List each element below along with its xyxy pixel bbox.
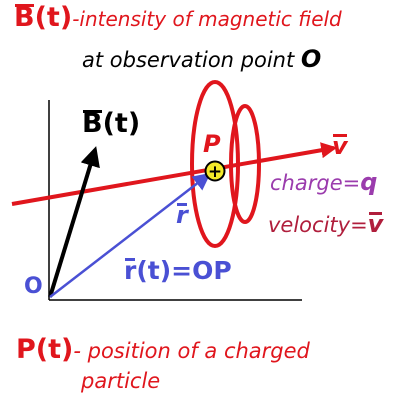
- charge-text: charge=: [270, 171, 361, 195]
- b-symbol: B: [14, 2, 35, 33]
- charge-label: charge=q: [270, 168, 377, 196]
- trajectory-line: [11, 142, 338, 206]
- header-line-1: B(t)-intensity of magnetic field: [14, 2, 342, 33]
- r-full-rest: (t)=OP: [136, 256, 232, 285]
- v-label: v: [332, 132, 348, 160]
- b-vector-arg: (t): [102, 108, 141, 139]
- r-full-symbol: r: [124, 256, 137, 285]
- charge-marker: +: [204, 160, 226, 182]
- r-short-symbol: r: [176, 201, 188, 229]
- velocity-symbol: v: [367, 210, 384, 238]
- footer-line-2: particle: [81, 369, 161, 393]
- b-arg: (t): [34, 2, 73, 33]
- r-short-label: r: [176, 201, 188, 229]
- footer-description: - position of a charged: [73, 339, 310, 363]
- b-vector-arrow: [48, 146, 100, 298]
- b-vector-label: B(t): [82, 108, 140, 139]
- header-point-o: O: [300, 45, 322, 73]
- r-vector-arrow: [49, 172, 211, 298]
- r-full-label: r(t)=OP: [124, 256, 232, 285]
- footer-line-1: P(t)- position of a charged: [16, 334, 310, 365]
- header-description: -intensity of magnetic field: [72, 7, 342, 31]
- charge-symbol: q: [360, 168, 378, 196]
- charge-sign: +: [208, 162, 222, 182]
- v-symbol: v: [332, 132, 348, 160]
- velocity-text: velocity=: [268, 213, 368, 237]
- velocity-label: velocity=v: [268, 210, 383, 238]
- header-observation-text: at observation point: [82, 48, 295, 72]
- header-line-2: at observation point O: [82, 45, 321, 73]
- footer-p-symbol: P(t): [16, 334, 74, 365]
- origin-label: O: [24, 274, 43, 299]
- point-p-label: P: [203, 130, 221, 158]
- b-vector-symbol: B: [82, 108, 103, 139]
